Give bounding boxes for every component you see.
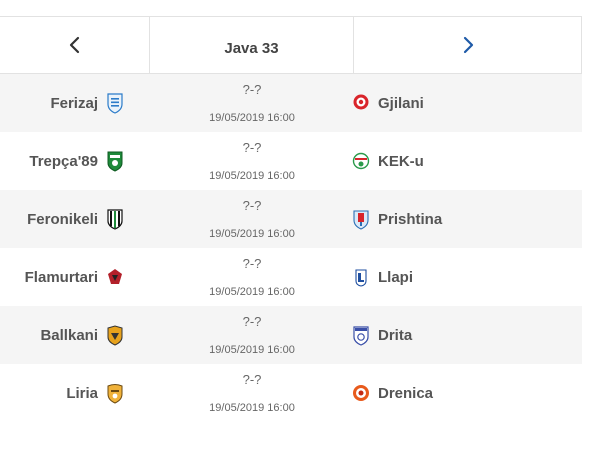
ferizaj-crest-icon [107, 93, 123, 114]
chevron-right-icon [463, 36, 473, 54]
away-team-name: Prishtina [378, 210, 443, 228]
home-team: Feronikeli [27, 190, 124, 248]
home-team: Trepça'89 [29, 132, 124, 190]
away-team-name: Drita [378, 326, 413, 344]
round-title: Java 33 [150, 17, 354, 73]
away-team: Gjilani [352, 74, 424, 132]
home-team-name: Ferizaj [50, 94, 98, 112]
match-score: ?-? [242, 314, 262, 329]
away-team-name: Gjilani [378, 94, 424, 112]
flamurtari-crest-icon [108, 269, 122, 284]
away-team-name: Llapi [378, 268, 414, 286]
home-team-name: Ballkani [40, 326, 98, 344]
home-team: Liria [66, 364, 124, 422]
match-date: 19/05/2019 16:00 [209, 344, 295, 356]
drenica-crest-icon [353, 385, 369, 401]
home-team: Flamurtari [25, 248, 124, 306]
home-team-name: Trepça'89 [29, 152, 98, 170]
llapi-crest-icon [355, 269, 367, 287]
away-team: Prishtina [352, 190, 442, 248]
ballkani-crest-icon [107, 325, 123, 346]
liria-crest-icon [107, 384, 123, 404]
match-list: Ferizaj ?-? 19/05/2019 16:00 Gjilani Tre… [0, 74, 582, 422]
away-team-name: KEK-u [378, 152, 424, 170]
round-navigation: Java 33 [0, 16, 582, 74]
match-score: ?-? [242, 198, 262, 213]
match-date: 19/05/2019 16:00 [209, 228, 295, 240]
home-team-name: Feronikeli [27, 210, 98, 228]
home-team-name: Liria [66, 384, 98, 402]
match-score: ?-? [242, 372, 262, 387]
gjilani-crest-icon [353, 94, 369, 110]
chevron-left-icon [69, 36, 79, 54]
home-team: Ballkani [40, 306, 124, 364]
match-score: ?-? [242, 140, 262, 155]
away-team: Drenica [352, 364, 433, 422]
away-team: Llapi [352, 248, 413, 306]
drita-crest-icon [353, 326, 369, 346]
home-team-name: Flamurtari [24, 268, 98, 286]
away-team-name: Drenica [378, 384, 434, 402]
match-date: 19/05/2019 16:00 [209, 170, 295, 182]
previous-round-button[interactable] [0, 17, 150, 73]
match-score: ?-? [242, 256, 262, 271]
match-date: 19/05/2019 16:00 [209, 286, 295, 298]
match-date: 19/05/2019 16:00 [209, 402, 295, 414]
away-team: Drita [352, 306, 412, 364]
match-row[interactable]: Trepça'89 ?-? 19/05/2019 16:00 KEK-u [0, 132, 582, 190]
match-row[interactable]: Liria ?-? 19/05/2019 16:00 Drenica [0, 364, 582, 422]
match-score: ?-? [242, 82, 262, 97]
home-team: Ferizaj [50, 74, 124, 132]
trepca-crest-icon [107, 151, 123, 172]
match-row[interactable]: Flamurtari ?-? 19/05/2019 16:00 Llapi [0, 248, 582, 306]
match-date: 19/05/2019 16:00 [209, 112, 295, 124]
match-row[interactable]: Ferizaj ?-? 19/05/2019 16:00 Gjilani [0, 74, 582, 132]
feronikeli-crest-icon [107, 209, 123, 230]
match-row[interactable]: Ballkani ?-? 19/05/2019 16:00 Drita [0, 306, 582, 364]
match-row[interactable]: Feronikeli ?-? 19/05/2019 16:00 Prishtin… [0, 190, 582, 248]
prishtina-crest-icon [353, 210, 369, 230]
keku-crest-icon [352, 152, 370, 170]
next-round-button[interactable] [354, 17, 581, 73]
away-team: KEK-u [352, 132, 424, 190]
